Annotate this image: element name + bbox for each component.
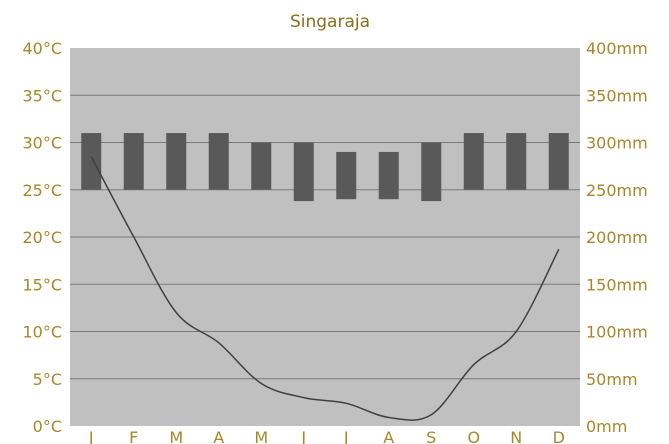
temperature-bar [208, 133, 229, 190]
right-tick-label: 200mm [586, 228, 648, 247]
temperature-bar [463, 133, 484, 190]
temperature-bar [548, 133, 569, 190]
x-tick-label: A [383, 428, 394, 444]
left-tick-label: 15°C [22, 275, 62, 294]
temperature-bar [293, 142, 314, 202]
gridlines [70, 94, 580, 380]
temperature-bar [251, 142, 272, 190]
right-tick-label: 350mm [586, 86, 648, 105]
right-tick-label: 400mm [586, 39, 648, 58]
right-tick-label: 50mm [586, 370, 638, 389]
right-tick-label: 100mm [586, 323, 648, 342]
x-tick-label: J [88, 428, 94, 444]
temperature-bar [123, 133, 144, 190]
left-tick-label: 5°C [33, 370, 62, 389]
left-tick-label: 0°C [33, 417, 62, 436]
x-tick-label: O [467, 428, 480, 444]
left-axis-ticks: 0°C 5°C 10°C 15°C 20°C 25°C 30°C 35°C 40°C [22, 39, 62, 436]
x-tick-label: S [426, 428, 436, 444]
temperature-bars [81, 133, 569, 202]
x-tick-label: F [129, 428, 138, 444]
chart-title: Singaraja [290, 12, 370, 32]
temperature-bar [506, 133, 527, 190]
left-tick-label: 25°C [22, 181, 62, 200]
x-tick-label: N [510, 428, 522, 444]
left-tick-label: 40°C [22, 39, 62, 58]
temperature-bar [336, 151, 357, 200]
x-tick-label: M [254, 428, 268, 444]
x-tick-label: M [169, 428, 183, 444]
right-tick-label: 300mm [586, 134, 648, 153]
x-tick-label: A [213, 428, 224, 444]
x-tick-label: J [300, 428, 306, 444]
left-tick-label: 30°C [22, 134, 62, 153]
left-tick-label: 35°C [22, 86, 62, 105]
precipitation-line [90, 156, 560, 421]
left-tick-label: 10°C [22, 323, 62, 342]
temperature-bar [81, 133, 102, 190]
left-tick-label: 20°C [22, 228, 62, 247]
x-tick-label: J [343, 428, 349, 444]
right-tick-label: 150mm [586, 275, 648, 294]
temperature-bar [378, 151, 399, 200]
x-tick-label: D [553, 428, 565, 444]
temperature-bar [421, 142, 442, 202]
temperature-bar [166, 133, 187, 190]
right-tick-label: 0mm [586, 417, 627, 436]
right-axis-ticks: 0mm 50mm 100mm 150mm 200mm 250mm 300mm 350mm 400… [586, 39, 648, 436]
right-tick-label: 250mm [586, 181, 648, 200]
